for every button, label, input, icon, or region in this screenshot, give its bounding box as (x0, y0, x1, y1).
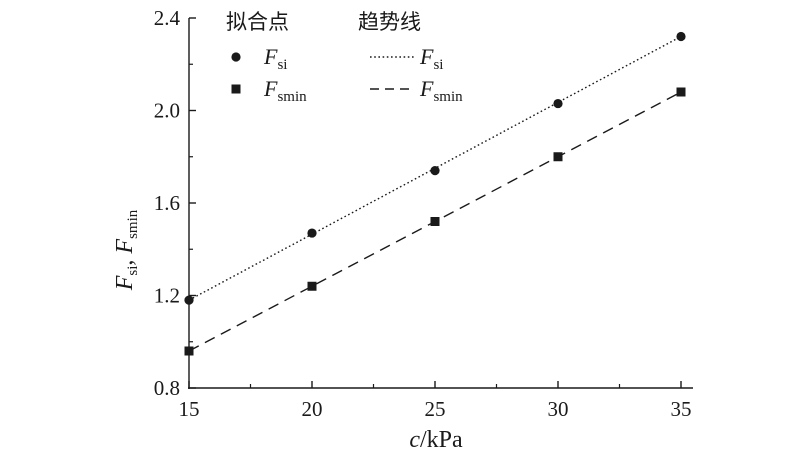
data-point-circle (430, 166, 440, 176)
legend: 拟合点 趋势线 Fsi Fsi Fsmin Fsmin (226, 10, 463, 105)
data-point-circle (307, 228, 317, 238)
x-tick-label: 30 (548, 397, 569, 421)
y-axis-title: Fsi, Fsmin (112, 209, 141, 291)
x-tick-label: 35 (671, 397, 692, 421)
legend-trend-1-symbol: F (419, 44, 434, 69)
legend-header-trend: 趋势线 (358, 10, 421, 34)
legend-marker-square (231, 84, 241, 94)
legend-points-2-sub: smin (277, 89, 307, 105)
legend-trend-2-sub: smin (433, 89, 463, 105)
y-tick-label: 2.4 (154, 6, 181, 30)
x-tick-label: 15 (179, 397, 200, 421)
y-tick-label: 1.2 (154, 284, 180, 308)
data-point-square (676, 87, 686, 97)
data-point-circle (553, 98, 563, 109)
y-title-sub-2: smin (125, 209, 141, 239)
y-tick-label: 0.8 (154, 376, 180, 400)
trendlines (188, 35, 682, 352)
data-point-circle (676, 31, 686, 42)
legend-entry-points-2: Fsmin (263, 76, 307, 105)
y-title-symbol-2: F (112, 239, 138, 255)
legend-points-1-sub: si (277, 57, 287, 73)
y-title-sub-1: si (125, 266, 141, 276)
y-title-symbol-1: F (112, 275, 138, 291)
legend-trend-2-symbol: F (419, 76, 434, 101)
x-title-unit: /kPa (420, 427, 463, 453)
data-point-square (307, 281, 317, 291)
y-tick-label: 1.6 (154, 191, 180, 215)
legend-entry-points-1: Fsi (263, 44, 287, 73)
x-title-symbol: c (409, 427, 420, 453)
x-axis-title: c/kPa (409, 427, 463, 453)
legend-points-1-symbol: F (263, 44, 278, 69)
legend-trend-1-sub: si (433, 57, 443, 73)
axes: 15 20 25 30 35 0.8 1.2 1.6 2.0 2.4 (154, 6, 693, 421)
y-tick-label: 2.0 (154, 99, 180, 123)
x-tick-label: 20 (302, 397, 323, 421)
legend-entry-trend-1: Fsi (419, 44, 443, 73)
x-tick-label: 25 (425, 397, 446, 421)
trendline-dotted (188, 35, 682, 301)
legend-header-points: 拟合点 (226, 10, 289, 34)
data-point-square (430, 217, 440, 226)
legend-entry-trend-2: Fsmin (419, 76, 463, 105)
legend-marker-circle (231, 52, 241, 62)
y-title-separator: , (112, 254, 138, 266)
legend-points-2-symbol: F (263, 76, 278, 101)
data-point-square (553, 152, 563, 162)
data-points (184, 31, 686, 356)
